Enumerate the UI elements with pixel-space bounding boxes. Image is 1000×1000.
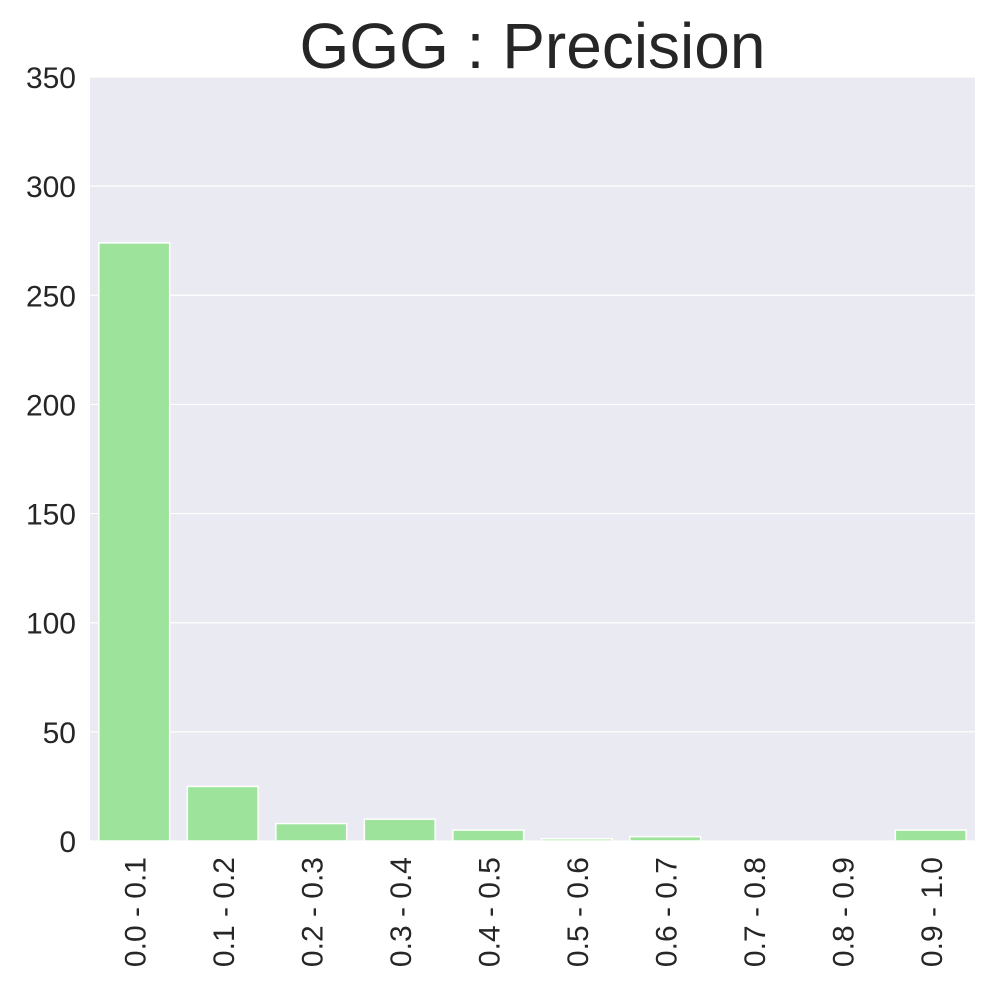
bar	[540, 838, 613, 842]
y-tick-label: 200	[26, 389, 76, 422]
x-tick-label: 0.2 - 0.3	[296, 857, 329, 967]
bar	[98, 242, 171, 842]
y-tick-label: 250	[26, 280, 76, 313]
y-axis-tick-labels: 0 50 100 150 200 250 300 350	[26, 62, 76, 859]
bar	[186, 785, 259, 842]
x-tick-label: 0.5 - 0.6	[562, 857, 595, 967]
x-tick-label: 0.9 - 1.0	[916, 857, 949, 967]
y-tick-label: 300	[26, 171, 76, 204]
y-tick-label: 50	[43, 717, 76, 750]
y-tick-label: 100	[26, 608, 76, 641]
y-tick-label: 350	[26, 62, 76, 95]
bar	[363, 818, 436, 842]
x-tick-label: 0.4 - 0.5	[473, 857, 506, 967]
bar	[452, 829, 525, 842]
x-tick-label: 0.1 - 0.2	[208, 857, 241, 967]
x-tick-label: 0.8 - 0.9	[827, 857, 860, 967]
x-axis-tick-labels: 0.0 - 0.1 0.1 - 0.2 0.2 - 0.3 0.3 - 0.4 0.4 …	[119, 857, 949, 967]
chart-title: GGG : Precision	[299, 10, 766, 82]
bars	[98, 242, 967, 842]
y-tick-label: 150	[26, 499, 76, 532]
x-tick-label: 0.0 - 0.1	[119, 857, 152, 967]
y-tick-label: 0	[59, 826, 76, 859]
bar	[629, 835, 702, 842]
bar	[894, 829, 967, 842]
x-tick-label: 0.7 - 0.8	[739, 857, 772, 967]
bar	[275, 822, 348, 842]
plot-area	[90, 77, 975, 841]
x-tick-label: 0.3 - 0.4	[385, 857, 418, 967]
x-tick-label: 0.6 - 0.7	[650, 857, 683, 967]
